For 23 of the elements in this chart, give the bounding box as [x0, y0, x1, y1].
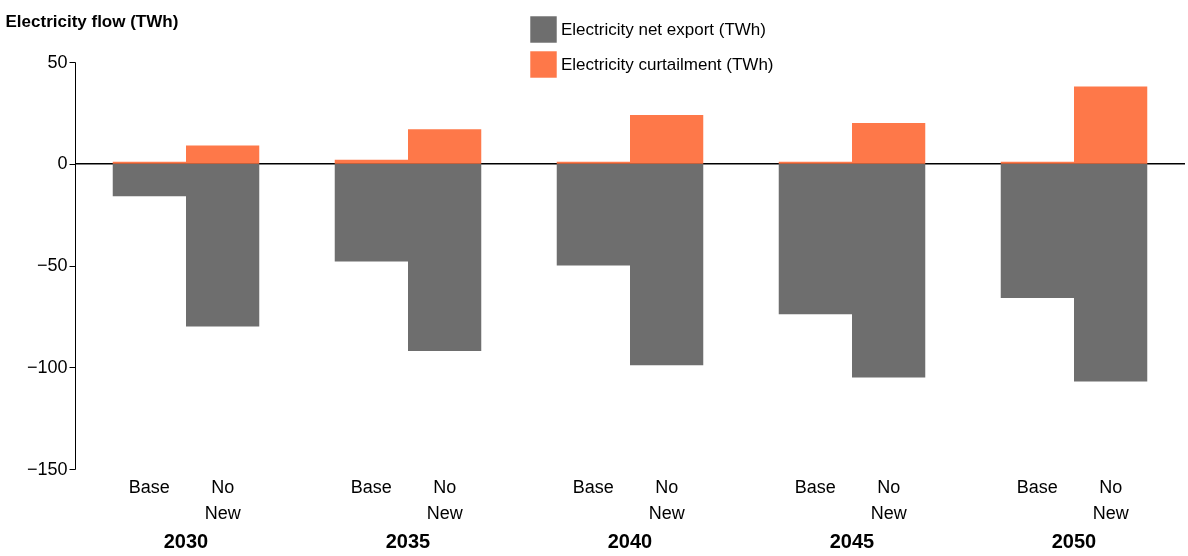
y-tick-label: 50 [47, 51, 68, 72]
y-tick-label: 0 [57, 153, 68, 174]
x-tick-label: No New [1092, 477, 1130, 523]
x-tick-label: No New [648, 477, 686, 523]
x-tick-label: Base [350, 477, 392, 497]
text: 2035 [385, 529, 431, 552]
legend-label: Electricity net export (TWh) [561, 19, 766, 39]
y-tick-label: −100 [26, 356, 68, 377]
x-tick-label: No New [426, 477, 464, 523]
x-tick-label: Base [794, 477, 836, 497]
y-axis-title: Electricity flow (TWh) [5, 11, 179, 31]
x-tick-label: Base [1016, 477, 1058, 497]
y-tick-label: −150 [26, 458, 68, 479]
text: 2045 [829, 529, 875, 552]
legend-label: Electricity curtailment (TWh) [561, 54, 774, 74]
x-tick-label: Base [128, 477, 170, 497]
x-tick-label: No New [204, 477, 242, 523]
text: 2040 [607, 529, 653, 552]
text: 2030 [163, 529, 209, 552]
x-tick-label: Base [572, 477, 614, 497]
x-tick-label: No New [870, 477, 908, 523]
text: 2050 [1051, 529, 1097, 552]
y-tick-label: −50 [36, 255, 68, 275]
